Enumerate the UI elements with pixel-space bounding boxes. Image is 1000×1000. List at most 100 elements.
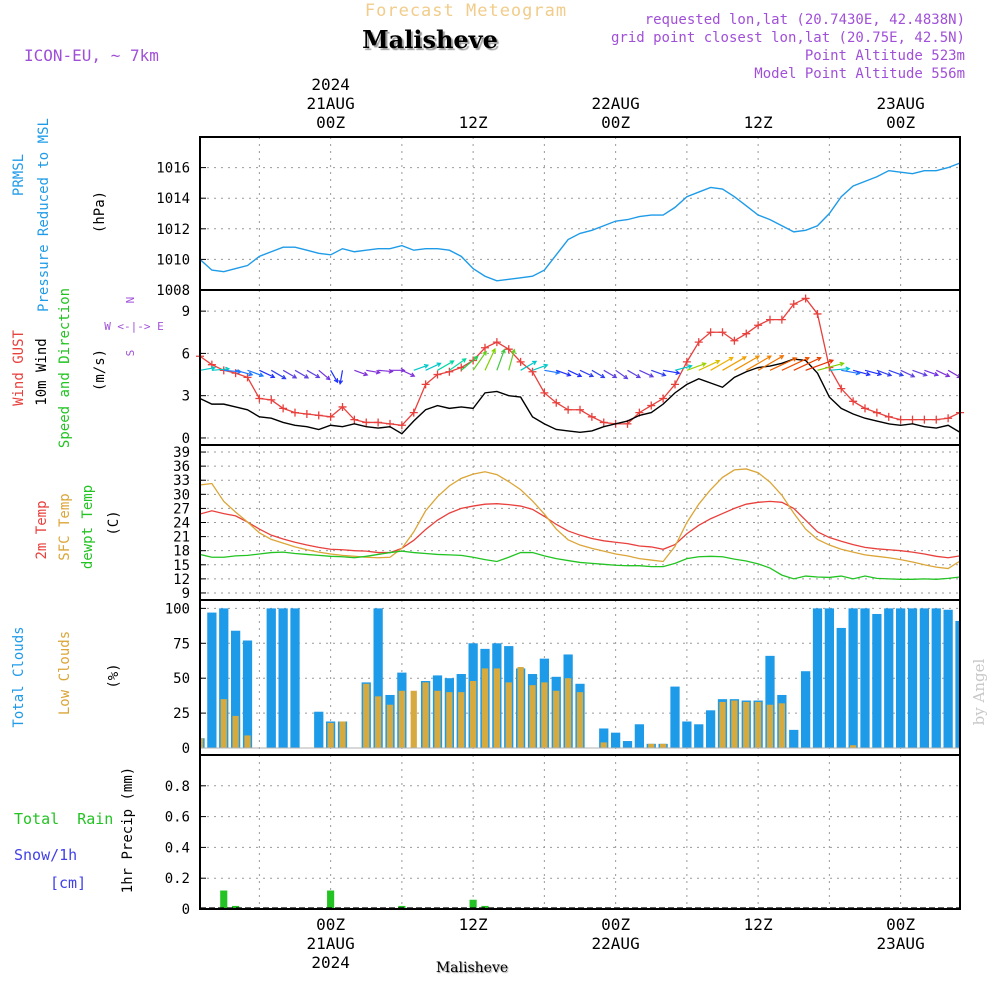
y-tick-label: 39 — [173, 445, 190, 461]
total-cloud-bar — [789, 729, 799, 749]
time-label: 00Z — [601, 915, 630, 934]
low-cloud-bar — [481, 668, 489, 749]
snow-unit-label: [cm] — [50, 874, 86, 892]
gust-marker — [932, 415, 941, 424]
wind-direction-arrow — [829, 366, 851, 372]
wind-direction-arrow — [757, 355, 785, 371]
time-label: 22AUG — [592, 934, 640, 953]
wind-direction-arrow — [615, 369, 629, 380]
total-cloud-bar — [836, 627, 846, 749]
location-title: Malisheve — [362, 25, 498, 54]
chart-title: Forecast Meteogram — [365, 1, 567, 21]
wind-speed-dir-label: Speed and Direction — [57, 288, 73, 448]
wind-direction-arrow — [627, 369, 642, 379]
total-cloud-bar — [622, 741, 633, 749]
pressure-labels: PRMSL Pressure Reduced to MSL (hPa) — [11, 118, 108, 312]
low-cloud-bar — [446, 692, 453, 749]
time-label: 00Z — [601, 113, 630, 132]
wind-direction-arrow — [935, 369, 951, 378]
gust-marker — [801, 294, 810, 303]
panel-frames — [199, 136, 961, 910]
gust-marker — [789, 300, 798, 309]
gust-marker — [350, 415, 359, 424]
time-label: 00Z — [886, 915, 915, 934]
total-cloud-bar — [705, 710, 716, 749]
wind-direction-arrow — [603, 369, 618, 379]
y-tick-label: 30 — [173, 487, 190, 503]
time-label: 21AUG — [307, 934, 355, 953]
gust-marker — [433, 370, 442, 379]
low-cloud-bar — [754, 701, 762, 749]
y-tick-label: 1008 — [156, 283, 190, 299]
low-cloud-bar — [232, 715, 239, 749]
rain-bar — [232, 905, 240, 909]
model-altitude: Model Point Altitude 556m — [754, 66, 965, 82]
gust-marker — [682, 357, 691, 366]
low-cloud-bar — [743, 701, 750, 749]
gust-marker — [409, 408, 418, 417]
gust-marker — [908, 415, 917, 424]
y-tick-label: 25 — [173, 706, 190, 722]
wind-direction-arrow — [900, 369, 916, 378]
gust-marker — [326, 412, 335, 421]
low-cloud-bar — [719, 701, 726, 749]
gust-marker — [291, 408, 299, 417]
wind-direction-arrow — [769, 357, 798, 371]
wind-10m-label: 10m Wind — [34, 338, 50, 405]
wind-direction-arrow — [959, 370, 960, 372]
y-tick-label: 24 — [173, 516, 190, 532]
total-cloud-bar — [290, 608, 300, 749]
wind-direction-arrow — [663, 369, 681, 376]
gust-marker — [587, 412, 596, 421]
wind-direction-arrow — [413, 363, 430, 371]
wind-direction-arrow — [912, 369, 928, 377]
wind-gust-label: Wind GUST — [11, 330, 27, 406]
low-cloud-bar — [659, 743, 667, 749]
low-cloud-bar — [564, 678, 572, 749]
total-cloud-bar — [230, 630, 241, 749]
total-cloud-bar — [694, 724, 704, 749]
point-altitude: Point Altitude 523m — [805, 48, 965, 64]
time-label: 23AUG — [877, 94, 925, 113]
time-label: 12Z — [459, 915, 488, 934]
wind-direction-arrow — [864, 369, 883, 377]
total-cloud-bar — [800, 671, 811, 749]
total-cloud-bar — [266, 608, 276, 749]
wind-direction-arrow — [579, 369, 595, 378]
y-tick-label: 0.4 — [165, 840, 190, 856]
gust-marker — [884, 412, 893, 421]
low-cloud-bar — [493, 668, 501, 749]
gust-marker — [694, 338, 703, 347]
gust-marker — [766, 315, 774, 324]
low-cloud-bar — [434, 690, 441, 749]
y-tick-label: 9 — [182, 304, 190, 320]
y-tick-label: 1014 — [156, 191, 190, 207]
y-tick-label: 36 — [173, 459, 190, 475]
gust-marker — [837, 384, 846, 393]
total-cloud-bar — [943, 609, 953, 749]
low-cloud-bar — [648, 743, 655, 749]
y-tick-label: 0 — [182, 902, 190, 918]
wind-direction-arrow — [425, 362, 442, 371]
temp-labels: 2m Temp SFC Temp dewpt Temp (C) — [34, 485, 122, 569]
low-cloud-bar — [529, 685, 536, 749]
rain-bar — [327, 890, 335, 909]
time-label: 12Z — [744, 113, 773, 132]
wind-panel: 0 3 6 9 — [182, 294, 964, 447]
wind-direction-arrow — [556, 369, 572, 377]
y-tick-label: 33 — [173, 473, 190, 489]
wind-direction-arrow — [591, 369, 606, 379]
total-clouds-label: Total Clouds — [11, 626, 27, 727]
gust-marker — [421, 380, 430, 389]
total-cloud-bar — [895, 608, 906, 749]
wind-line — [200, 358, 960, 435]
grid-lines — [200, 137, 960, 909]
low-cloud-bar — [410, 690, 417, 749]
total-cloud-bar — [919, 608, 930, 749]
total-cloud-bar — [955, 620, 960, 749]
total-cloud-bar — [610, 732, 621, 749]
panel-frame — [199, 136, 961, 291]
gust-marker — [944, 414, 953, 423]
low-cloud-bar — [327, 722, 334, 749]
